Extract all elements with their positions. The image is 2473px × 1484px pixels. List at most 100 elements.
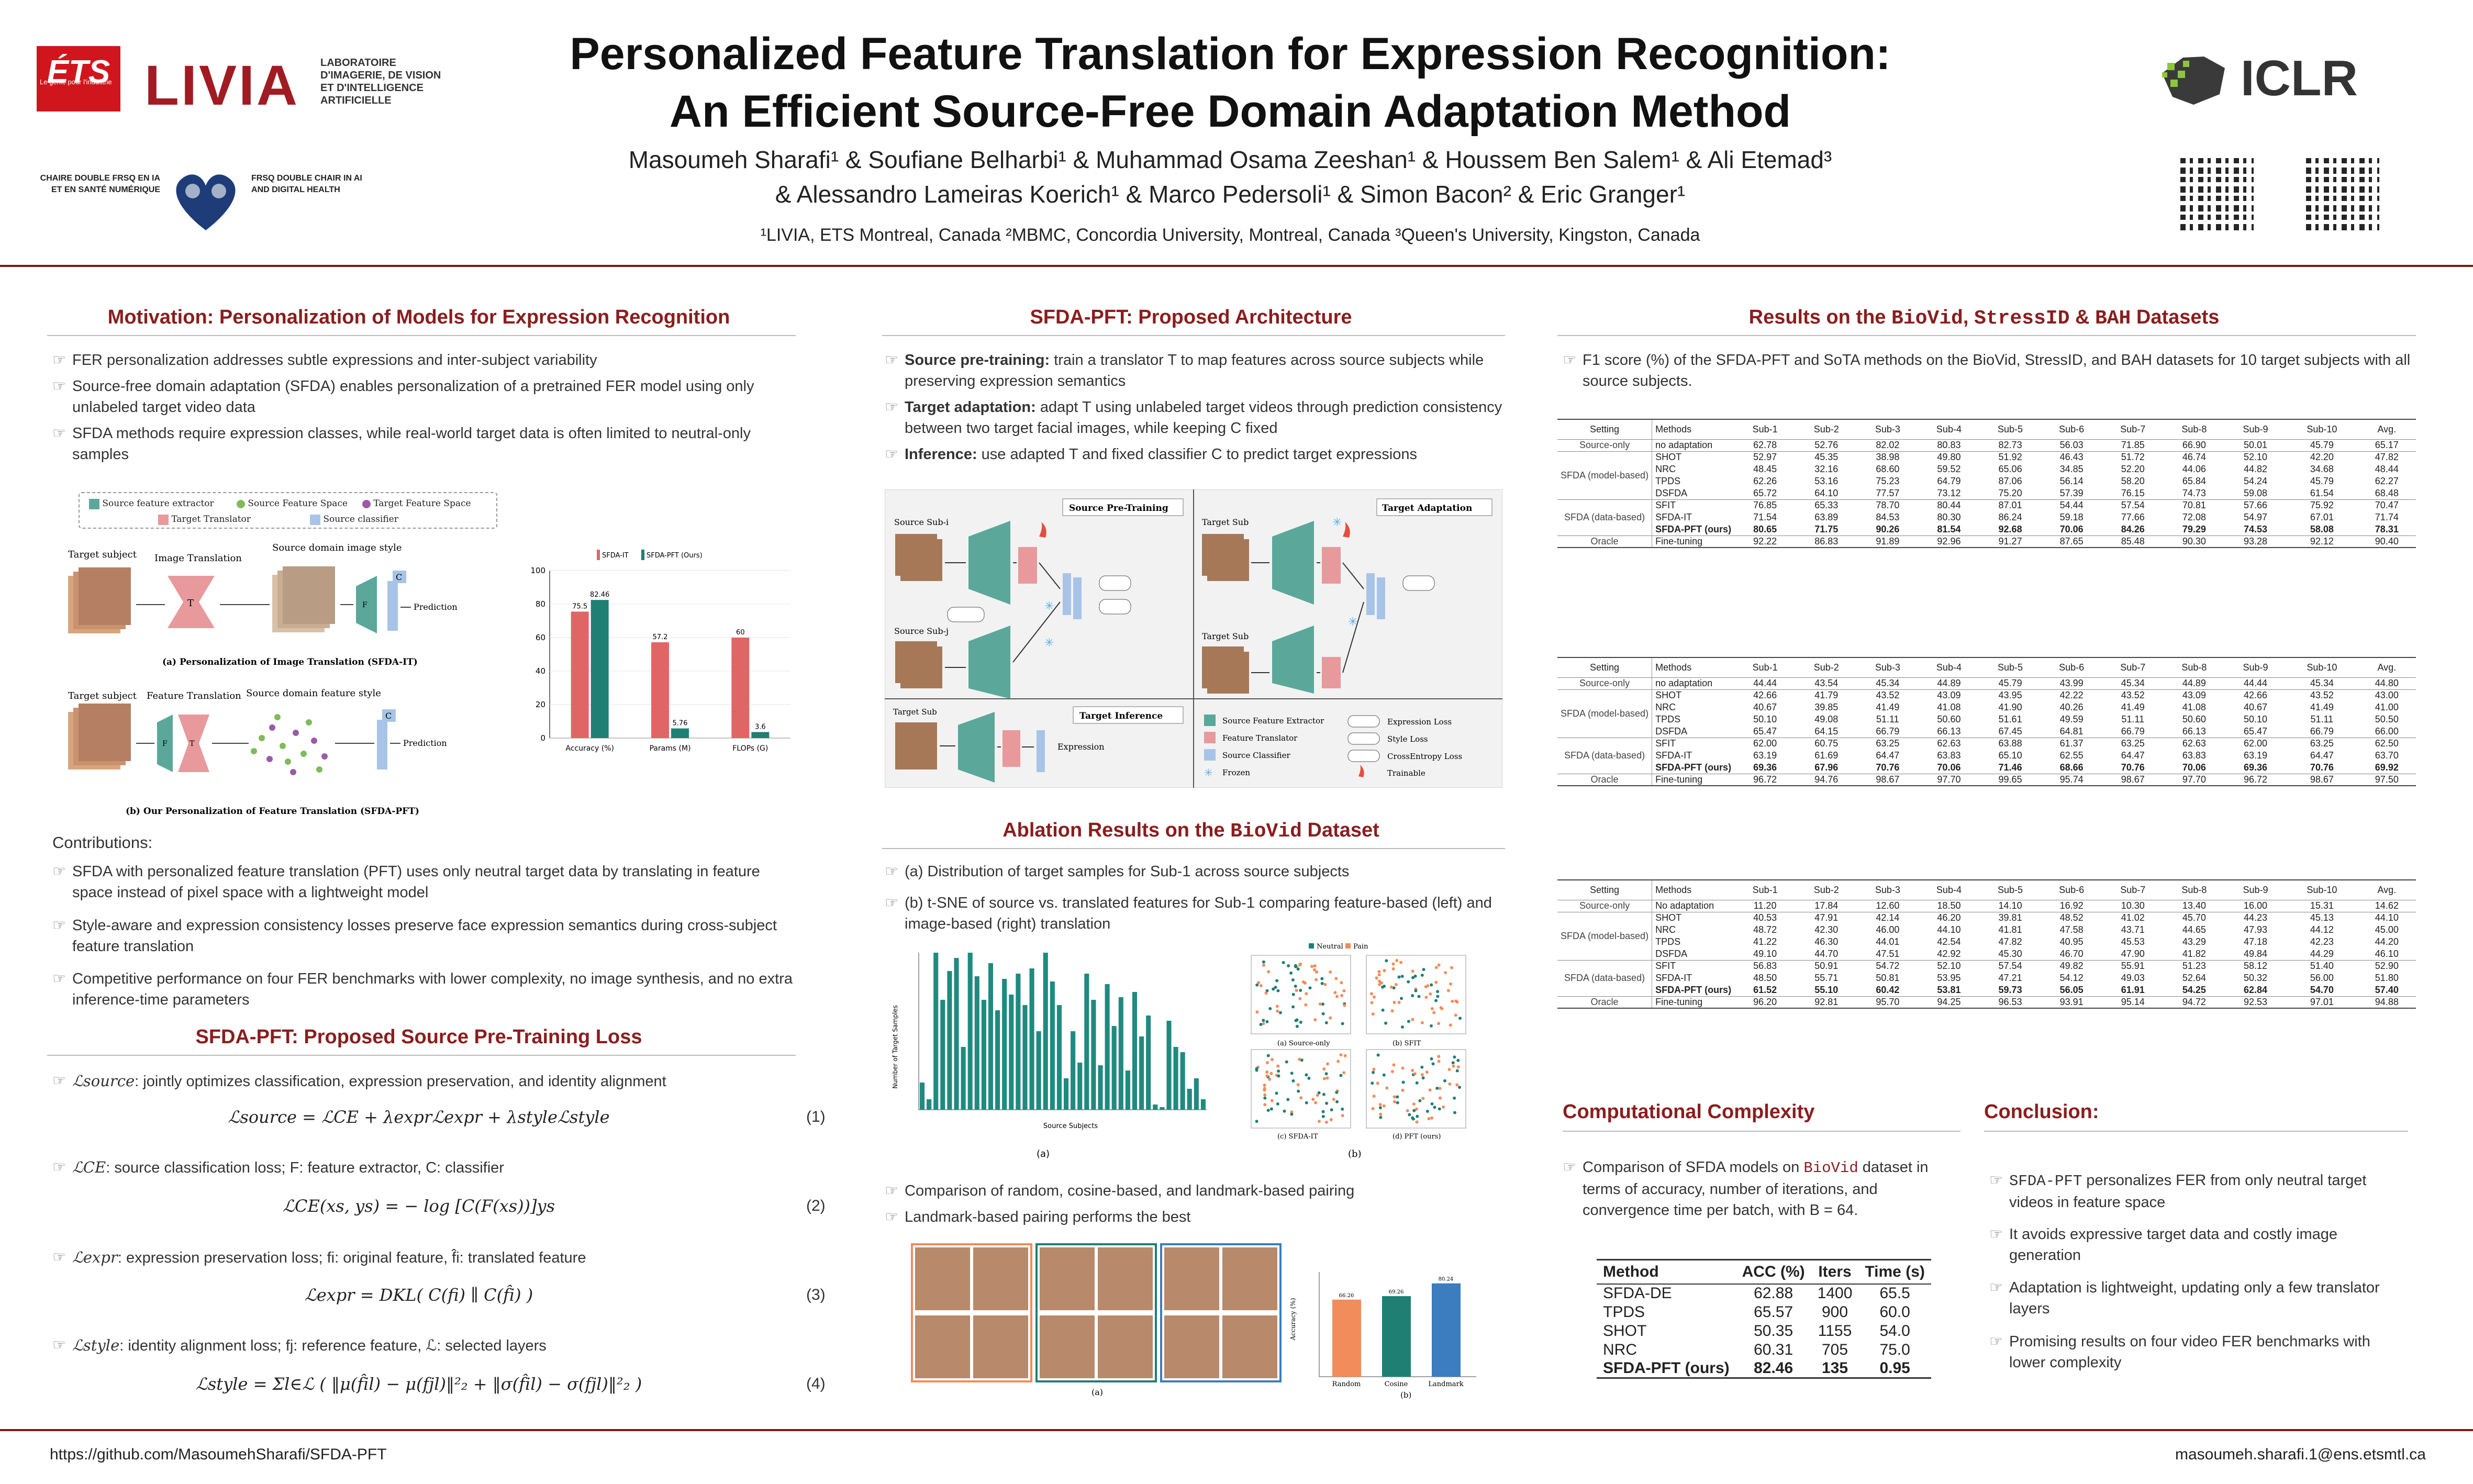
table-cell: 54.25 [2182, 984, 2206, 995]
table-cell: 41.49 [2121, 702, 2145, 712]
tsne-point [1424, 996, 1428, 999]
table-cell: 95.74 [2041, 773, 2102, 786]
table-cell: 93.28 [2224, 535, 2287, 548]
table-cell: 42.20 [2286, 451, 2358, 463]
svg-text:Target Sub: Target Sub [1202, 517, 1249, 527]
table-row: Oracle Fine-tuning 96.20 92.81 95.70 94.25 96.… [1557, 996, 2416, 1009]
tsne-point [1277, 1074, 1280, 1078]
table-cell: 75.92 [2286, 499, 2358, 511]
tsne-point [1276, 1009, 1279, 1013]
table-cell: 54.97 [2243, 512, 2268, 522]
tsne-point [1270, 1099, 1274, 1102]
table-cell: 60.75 [1796, 737, 1857, 750]
table-cell: 61.52 [1753, 984, 1777, 995]
tsne-point [1458, 1086, 1462, 1089]
setting-cell: Source-only [1557, 677, 1652, 689]
x-tick-label: Params (M) [649, 744, 690, 753]
histogram-bar [1077, 1063, 1083, 1110]
table-cell: 53.81 [1937, 984, 1961, 995]
github-link[interactable]: https://github.com/MasoumehSharafi/SFDA-… [50, 1446, 387, 1463]
table-cell: 44.23 [2224, 911, 2287, 924]
table-cell: 66.79 [2310, 726, 2334, 737]
table-cell: 70.06 [1937, 762, 1961, 773]
table-cell: 95.70 [1857, 996, 1919, 1009]
tsne-point [1458, 1017, 1462, 1020]
table-cell: 49.03 [2121, 973, 2145, 983]
tsne-point [1383, 969, 1386, 973]
column-header: Methods [1652, 879, 1735, 900]
table-cell: 51.40 [2286, 959, 2358, 972]
tsne-point [1317, 1091, 1321, 1095]
table-cell: 80.65 [1753, 523, 1777, 534]
table-cell: 81.54 [1937, 523, 1961, 534]
histogram-bar [1105, 984, 1110, 1110]
tsne-point [1276, 1064, 1280, 1068]
table-cell: 62.84 [2243, 984, 2268, 995]
tsne-point [1456, 1058, 1460, 1062]
tsne-point [1341, 1114, 1344, 1118]
legend-label: SFDA-PFT (Ours) [647, 552, 703, 560]
table-cell: 43.95 [1979, 689, 2041, 701]
svg-text:(b) Our Personalization of Fea: (b) Our Personalization of Feature Trans… [126, 806, 419, 817]
histogram-bar [1132, 992, 1138, 1110]
tsne-point [1286, 1098, 1290, 1101]
table-row: SFDA-IT 48.50 55.71 50.81 53.95 47.21 54.12 49.… [1557, 972, 2416, 984]
table-row: Oracle Fine-tuning 96.72 94.76 98.67 97.70 99.… [1557, 773, 2416, 786]
bar-sfda-pft-ours- [671, 728, 689, 738]
poster-title: Personalized Feature Translation for Exp… [570, 29, 1891, 137]
histogram-bar [1016, 974, 1021, 1110]
table-cell: 40.95 [2059, 936, 2084, 947]
table-cell: 63.89 [1814, 512, 1839, 522]
table-cell: 71.54 [1753, 512, 1777, 522]
divider [47, 335, 796, 336]
results-title: Results on the BioVid, StressID & BAH Da… [1748, 306, 2220, 330]
table-cell: 64.47 [2310, 750, 2334, 761]
bar-value-label: 60 [736, 629, 745, 637]
table-cell: 92.22 [1734, 535, 1796, 548]
motivation-bullet: SFDA methods require expression classes,… [52, 423, 796, 465]
table-cell: 62.63 [2163, 737, 2225, 750]
email-link[interactable]: masoumeh.sharafi.1@ens.etsmtl.ca [2175, 1446, 2426, 1463]
table-cell: 46.43 [2041, 451, 2102, 463]
table-cell: 50.60 [2182, 714, 2206, 724]
table-cell: 93.91 [2041, 996, 2102, 1009]
tsne-point [1322, 1092, 1325, 1096]
tsne-point [1321, 1002, 1325, 1006]
histogram-bar [933, 953, 939, 1110]
histogram-bar [1153, 1104, 1158, 1110]
table-cell: 57.39 [2059, 487, 2084, 498]
svg-text:Frozen: Frozen [1222, 768, 1250, 777]
complexity-title: Computational Complexity [1563, 1101, 1815, 1123]
table-cell: 60.42 [1876, 984, 1900, 995]
header: ÉTS Le génie pour l'industrie LIVIA LABOR… [0, 0, 2473, 267]
table-cell: 71.74 [2375, 512, 2399, 522]
svg-text:Target Sub: Target Sub [1202, 631, 1249, 641]
column-header: Sub-2 [1796, 419, 1857, 440]
table-cell: SFDA-IT [1652, 750, 1735, 762]
tsne-point [1307, 1076, 1311, 1080]
github-qr-code-icon[interactable] [2306, 157, 2379, 230]
tsne-point [1393, 1000, 1396, 1004]
feature-cloud [251, 714, 328, 775]
tsne-point [1417, 995, 1421, 998]
tsne-point [1371, 1107, 1375, 1110]
table-cell: 62.55 [2059, 750, 2084, 761]
table-cell: 99.65 [1979, 773, 2041, 786]
tsne-point [1262, 960, 1265, 964]
table-cell: 87.65 [2041, 535, 2102, 548]
qr-code-icon[interactable] [2180, 157, 2254, 230]
tsne-point [1429, 1024, 1433, 1028]
setting-cell: SFDA (model-based) [1557, 451, 1652, 499]
table-cell: no adaptation [1652, 677, 1735, 689]
table-cell: 69.92 [2375, 762, 2399, 773]
table-cell: 14.62 [2357, 899, 2416, 912]
table-cell: 43.52 [1857, 689, 1919, 701]
column-header: Sub-6 [2041, 657, 2102, 678]
table-cell: 45.35 [1796, 451, 1857, 463]
table-cell: NRC [1652, 701, 1735, 713]
tsne-point [1433, 1106, 1436, 1109]
tsne-point [1399, 961, 1403, 964]
tsne-point [1426, 984, 1430, 988]
table-cell: 45.34 [2102, 677, 2164, 689]
histogram-bar [1084, 974, 1089, 1110]
